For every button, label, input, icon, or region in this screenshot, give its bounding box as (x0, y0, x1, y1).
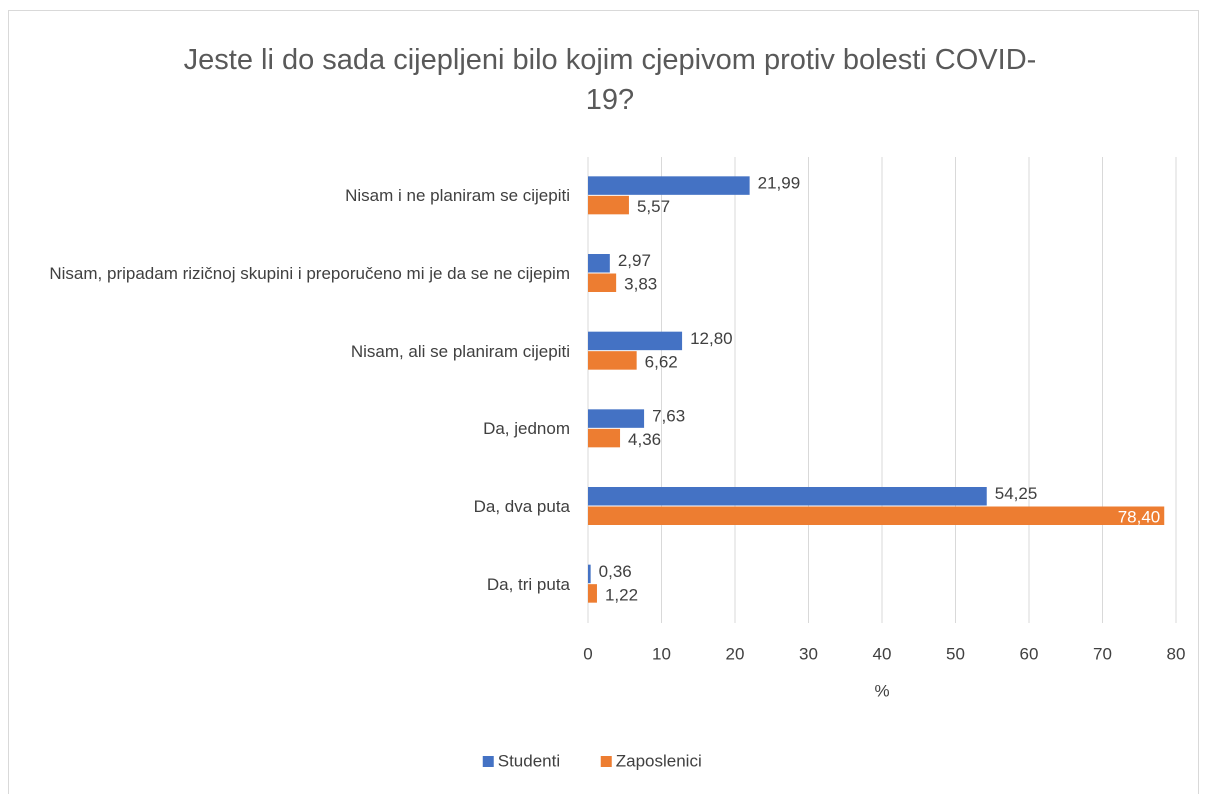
legend-swatch (482, 756, 494, 767)
x-tick-label: 40 (873, 644, 892, 663)
y-tick-label: Nisam i ne planiram se cijepiti (10, 166, 570, 226)
y-tick-text: Da, tri puta (486, 574, 570, 594)
x-tick-label: 30 (799, 644, 818, 663)
data-label: 3,83 (624, 275, 657, 294)
bar (588, 487, 987, 506)
x-tick-label: 80 (1167, 644, 1186, 663)
bar (588, 273, 617, 292)
y-tick-label: Da, dva puta (10, 477, 570, 537)
bar (588, 409, 645, 428)
data-label: 4,36 (628, 430, 661, 449)
bar (588, 584, 597, 603)
x-tick-label: 70 (1093, 644, 1112, 663)
y-tick-label: Da, jednom (10, 399, 570, 459)
bar (588, 254, 610, 273)
chart-border (8, 10, 1199, 794)
bar (588, 428, 621, 448)
x-tick-label: 60 (1020, 644, 1039, 663)
x-tick-label: 0 (583, 644, 592, 663)
data-label: 12,80 (690, 329, 733, 348)
data-label: 2,97 (618, 251, 651, 270)
y-tick-label: Nisam, pripadam rizičnoj skupini i prepo… (10, 244, 570, 304)
x-tick-label: 50 (946, 644, 965, 663)
data-label: 5,57 (637, 197, 670, 216)
y-tick-text: Nisam, pripadam rizičnoj skupini i prepo… (49, 264, 570, 283)
chart-title: Jeste li do sada cijepljeni bilo kojim c… (183, 44, 1037, 116)
x-axis-title: % (874, 681, 889, 700)
y-tick-label: Da, tri puta (10, 554, 570, 614)
data-label: 6,62 (645, 352, 678, 371)
bar (588, 176, 750, 195)
bar (588, 564, 591, 584)
x-tick-label: 10 (652, 644, 671, 663)
data-label: 7,63 (652, 407, 685, 426)
y-tick-label: Nisam, ali se planiram cijepiti (10, 321, 570, 381)
bar (588, 351, 637, 370)
bar (588, 331, 683, 351)
legend-label: Studenti (498, 751, 560, 770)
y-tick-text: Nisam i ne planiram se cijepiti (345, 186, 570, 206)
bar (588, 195, 629, 215)
data-label: 21,99 (758, 174, 801, 193)
y-tick-text: Da, dva puta (473, 497, 570, 516)
data-label: 1,22 (605, 585, 638, 604)
x-tick-label: 20 (726, 644, 745, 663)
legend-label: Zaposlenici (616, 751, 702, 770)
data-label: 0,36 (599, 562, 632, 581)
bar (588, 506, 1165, 525)
y-tick-text: Da, jednom (483, 419, 570, 439)
y-tick-text: Nisam, ali se planiram cijepiti (350, 341, 570, 361)
legend-swatch (600, 756, 612, 767)
data-label: 54,25 (995, 484, 1038, 503)
data-label: 78,40 (1118, 508, 1161, 527)
